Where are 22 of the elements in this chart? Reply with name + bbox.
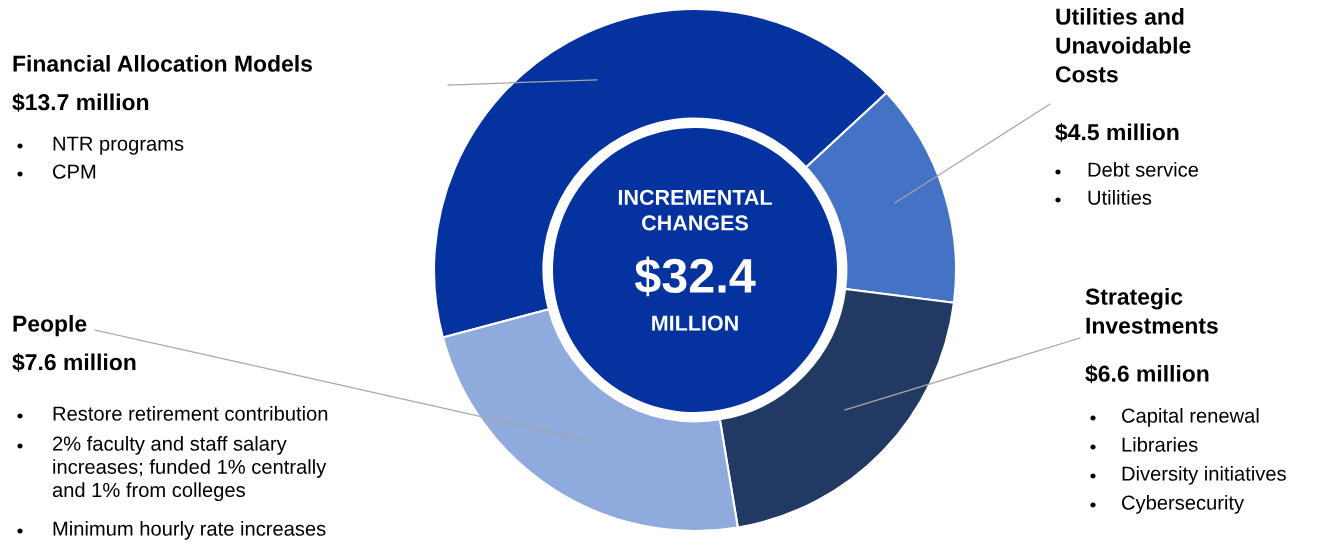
text: INCREMENTAL CHANGES bbox=[618, 189, 772, 231]
text: Cybersecurity bbox=[1122, 495, 1245, 514]
text: CPM bbox=[53, 164, 96, 179]
text: Utilities bbox=[1088, 190, 1152, 205]
text: 2% faculty and staff salary increases; funded 1% centrally and 1% from colleges bbox=[52, 436, 327, 502]
text: Libraries bbox=[1122, 437, 1198, 452]
text: Minimum hourly rate increases bbox=[53, 521, 326, 540]
text: Debt service bbox=[1088, 162, 1199, 177]
slice-label: Utilities and Unavoidable Costs bbox=[1055, 8, 1191, 83]
data-label: $13.7 million bbox=[12, 93, 149, 112]
text: MILLION bbox=[652, 315, 738, 331]
text: NTR programs bbox=[53, 136, 184, 155]
slice-label: People bbox=[13, 315, 87, 337]
data-label: $4.5 million bbox=[1055, 123, 1179, 142]
text: $32.4 bbox=[634, 256, 756, 297]
text: Diversity initiatives bbox=[1122, 466, 1286, 485]
text: Restore retirement contribution bbox=[53, 406, 328, 421]
text: Capital renewal bbox=[1122, 408, 1259, 427]
data-label: $6.6 million bbox=[1085, 364, 1209, 384]
slice-label: Strategic Investments bbox=[1085, 288, 1218, 334]
data-label: $7.6 million bbox=[12, 353, 136, 372]
slice-label: Financial Allocation Models bbox=[13, 55, 312, 72]
